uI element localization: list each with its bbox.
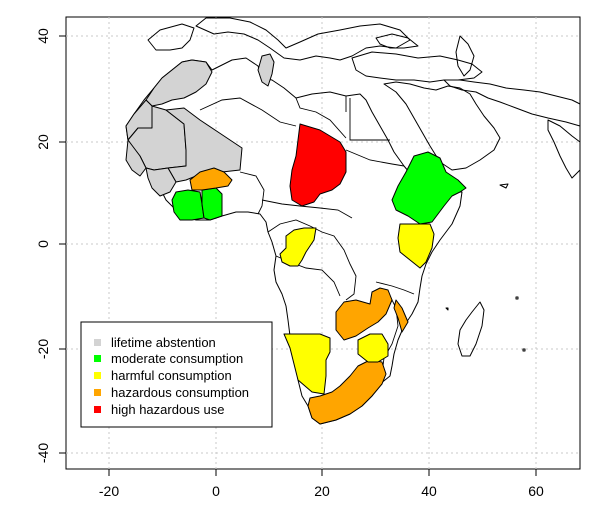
socotra-outline (499, 183, 509, 189)
country-borders (138, 96, 415, 375)
border-sudan-south (345, 149, 405, 167)
black-sea-outline (375, 33, 419, 49)
country-chad (289, 123, 347, 207)
country-ghana (201, 187, 223, 221)
legend: lifetime abstention moderate consumption… (80, 321, 273, 428)
country-kenya (397, 223, 435, 269)
legend-swatch-harmful (94, 372, 101, 379)
caspian-sea-outline (455, 35, 475, 77)
country-burkina-faso (189, 167, 233, 191)
country-fills (125, 53, 467, 425)
legend-swatch-hazardous (94, 389, 101, 396)
y-axis-label-40: 40 (35, 28, 51, 44)
y-axis: 40 20 0 -20 -40 (35, 28, 66, 463)
island-speck-3 (445, 307, 449, 311)
x-axis-label-20: 20 (314, 483, 330, 499)
legend-swatch-abstention (94, 339, 101, 346)
legend-label-harmful: harmful consumption (111, 368, 232, 383)
x-axis-label-40: 40 (421, 483, 437, 499)
country-south-africa (307, 359, 387, 425)
country-zimbabwe (357, 333, 389, 363)
border-tanzania-mozambique (375, 281, 415, 295)
border-libya-egypt (295, 97, 347, 139)
y-axis-label--40: -40 (35, 443, 51, 463)
legend-label-high-hazardous: high hazardous use (111, 402, 224, 417)
country-tunisia (257, 53, 275, 87)
y-axis-label-20: 20 (35, 134, 51, 150)
island-speck-2 (522, 348, 526, 352)
border-car (261, 199, 353, 219)
legend-label-hazardous: hazardous consumption (111, 385, 249, 400)
border-nigeria-cameroon (239, 171, 265, 215)
border-congo-drc (267, 219, 357, 301)
madagascar-outline (457, 301, 485, 357)
border-egypt-sudan (349, 98, 390, 141)
legend-label-abstention: lifetime abstention (111, 335, 216, 350)
country-malawi (393, 299, 409, 333)
y-axis-label--20: -20 (35, 339, 51, 359)
country-cote-divoire (171, 189, 205, 221)
island-speck-1 (515, 296, 519, 300)
country-ethiopia (391, 151, 467, 225)
iberia-outline (147, 23, 195, 51)
arabia-outline (383, 81, 501, 171)
country-congo (279, 227, 317, 267)
country-senegal (125, 139, 147, 177)
border-algeria-niger (199, 97, 297, 127)
x-axis-label-60: 60 (528, 483, 544, 499)
y-axis-label-0: 0 (35, 240, 51, 248)
country-guinea (145, 167, 177, 197)
country-namibia (283, 333, 331, 395)
x-axis-label-0: 0 (212, 483, 220, 499)
x-axis-label--20: -20 (99, 483, 119, 499)
x-axis: -20 0 20 40 60 (99, 469, 544, 499)
india-outline (547, 119, 581, 179)
anatolia-outline (351, 51, 483, 83)
legend-swatch-high-hazardous (94, 406, 101, 413)
country-zambia (335, 287, 393, 341)
legend-swatch-moderate (94, 355, 101, 362)
persia-outline (443, 79, 581, 127)
legend-box (80, 321, 273, 428)
legend-label-moderate: moderate consumption (111, 351, 243, 366)
